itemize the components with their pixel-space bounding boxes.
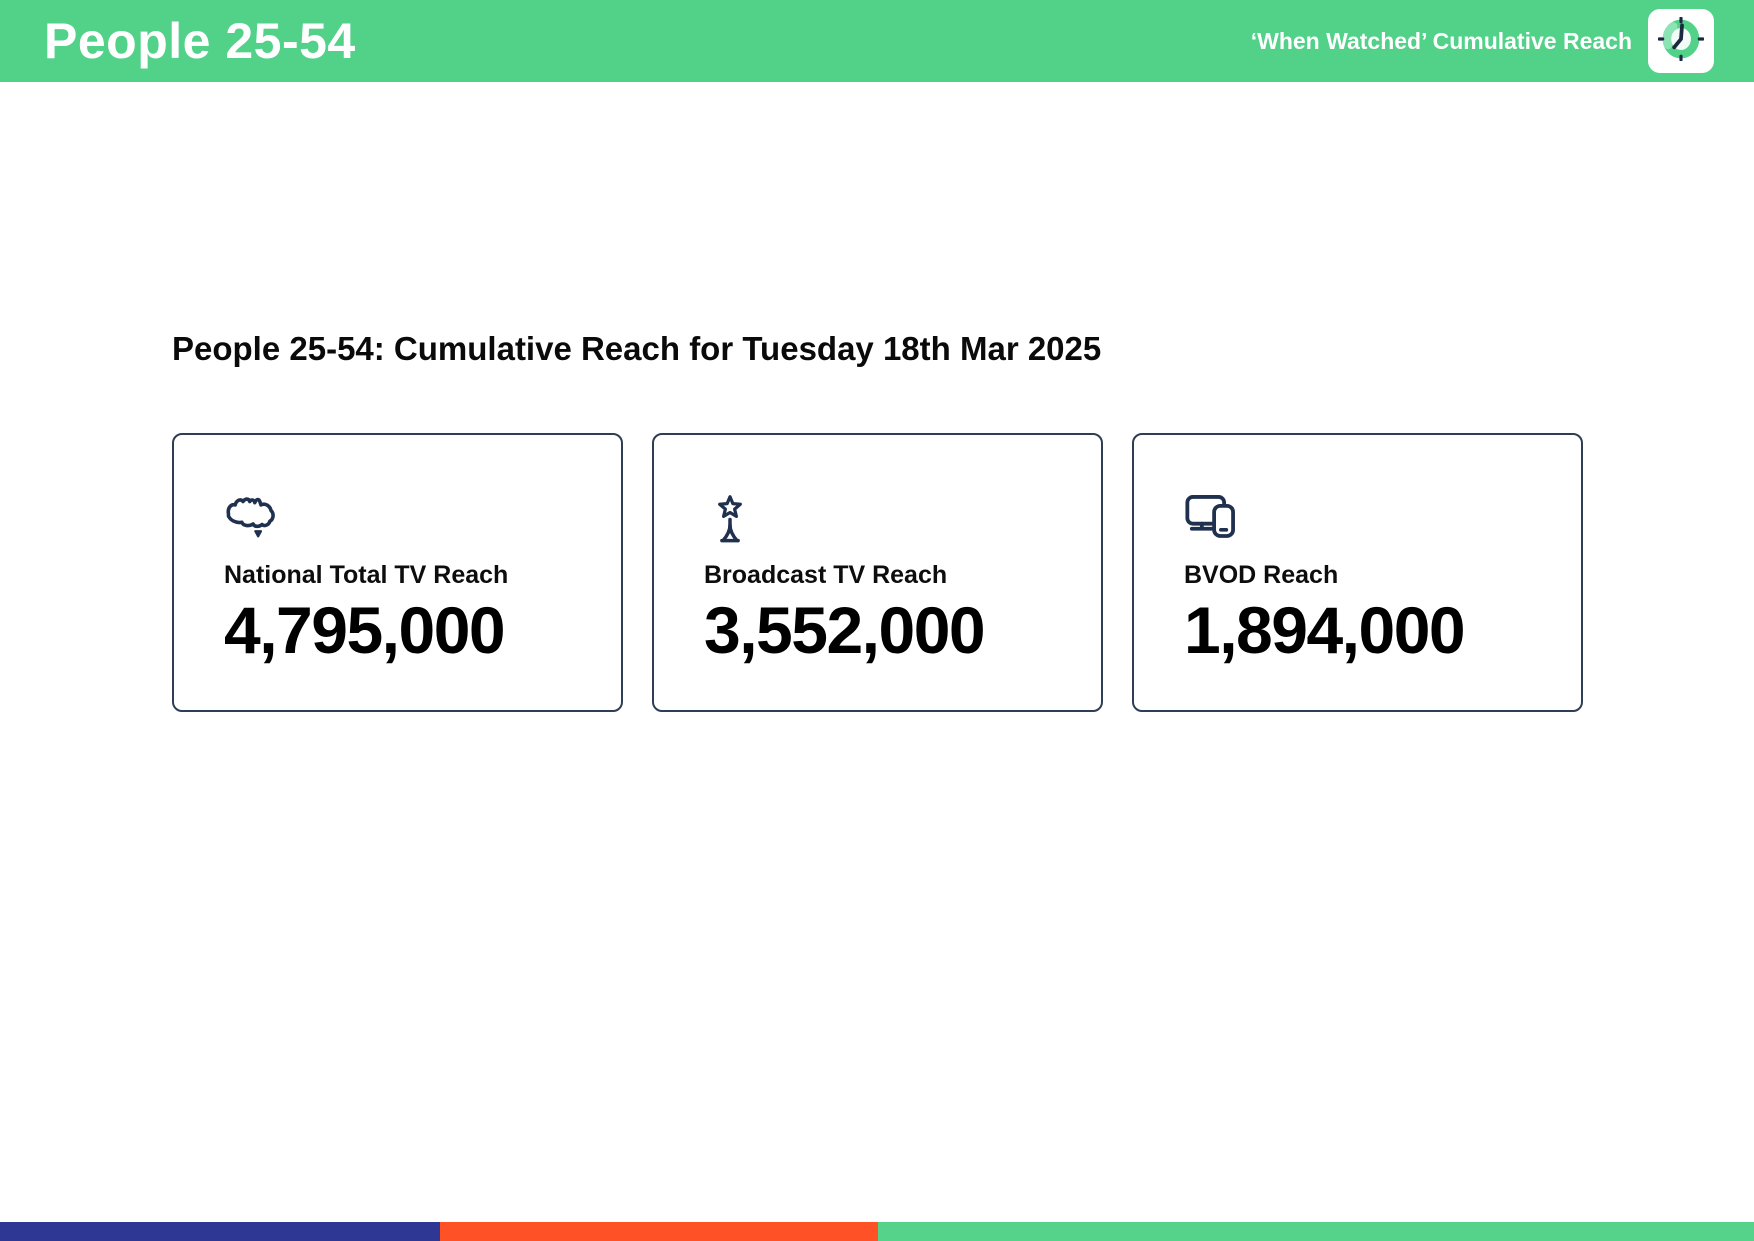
card-national-total-tv-reach: National Total TV Reach 4,795,000 — [172, 433, 623, 712]
footer-segment-blue — [0, 1222, 440, 1241]
broadcast-tower-icon — [704, 489, 1081, 553]
footer-segment-green — [877, 1222, 1754, 1241]
report-heading: People 25-54: Cumulative Reach for Tuesd… — [172, 330, 1102, 367]
card-label: National Total TV Reach — [224, 561, 509, 589]
footer-progress-bar — [0, 1222, 1754, 1241]
clock-icon — [1657, 16, 1705, 66]
card-label: Broadcast TV Reach — [704, 561, 948, 589]
card-label: BVOD Reach — [1184, 561, 1339, 589]
app-header: People 25-54 ‘When Watched’ Cumulative R… — [0, 0, 1754, 82]
header-right-group: ‘When Watched’ Cumulative Reach — [1251, 9, 1714, 73]
card-value: 3,552,000 — [704, 592, 986, 667]
card-value: 4,795,000 — [224, 592, 506, 667]
page-title: People 25-54 — [44, 13, 356, 69]
kpi-cards-row: National Total TV Reach 4,795,000 Broadc… — [172, 433, 1583, 712]
footer-segment-orange — [439, 1222, 878, 1241]
australia-map-icon — [224, 489, 601, 553]
card-broadcast-tv-reach: Broadcast TV Reach 3,552,000 — [652, 433, 1103, 712]
card-bvod-reach: BVOD Reach 1,894,000 — [1132, 433, 1583, 712]
devices-icon — [1184, 489, 1561, 553]
clock-logo — [1648, 9, 1714, 73]
card-value: 1,894,000 — [1184, 592, 1466, 667]
header-subtitle: ‘When Watched’ Cumulative Reach — [1250, 27, 1632, 54]
